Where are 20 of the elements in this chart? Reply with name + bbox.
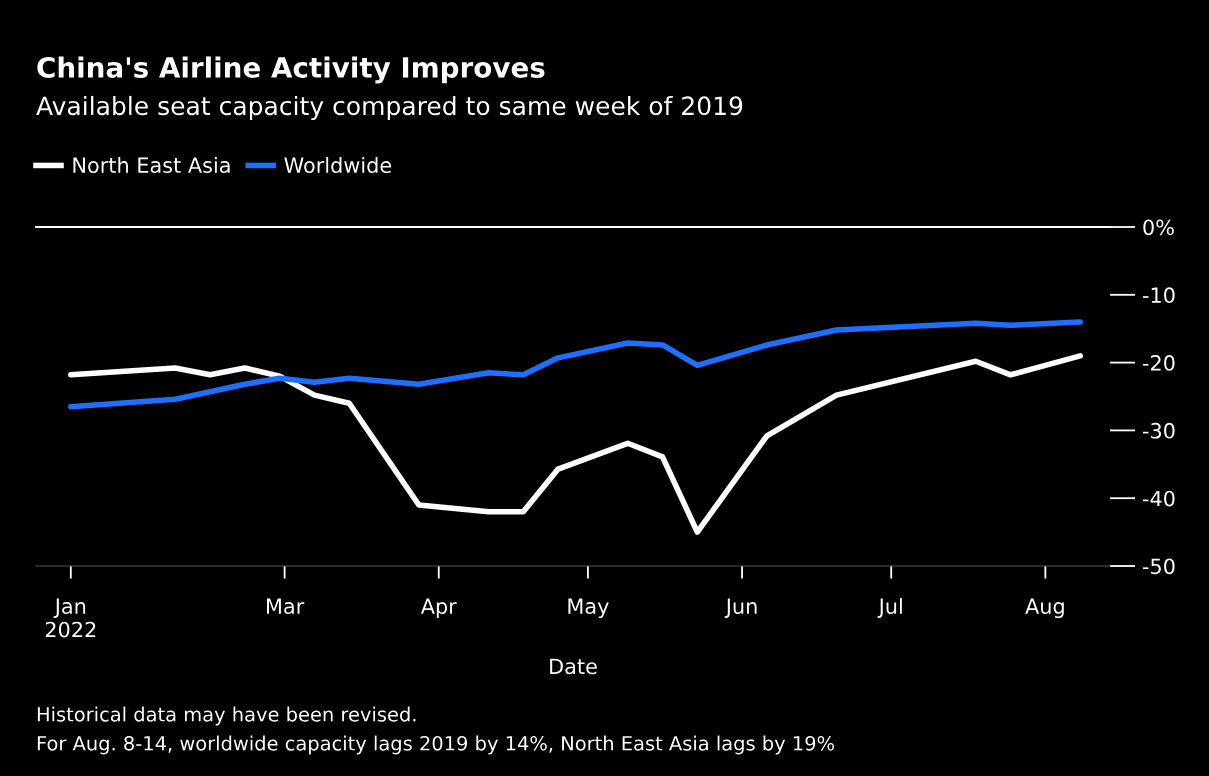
y-tick-label: -10 [1142,287,1175,304]
x-tick-label: Aug [1025,598,1064,619]
x-tick-label: Jul [877,597,902,618]
x-tick-label: May [568,598,609,619]
y-tick-label: -30 [1142,422,1175,439]
y-tick-label: -50 [1142,558,1175,575]
y-tick-label: -20 [1142,355,1175,371]
legend-label: North East Asia [73,156,230,174]
chart-title: China's Airline Activity Improves [37,56,545,84]
x-tick-label: Jun [724,598,757,618]
x-axis-title: Date [550,658,597,675]
legend-label: Worldwide [284,156,392,174]
chart-subtitle: Available seat capacity compared to same week of 2019 [36,95,743,121]
y-tick-label: 0% [1143,219,1174,236]
text: For Aug. 8-14, worldwide capacity lags 2019 by 14%, North East Asia lags by 19% [37,735,834,755]
x-tick-label: Mar [267,598,305,615]
text: Historical data may have been revised. [37,706,416,726]
y-tick-label: -40 [1142,490,1175,507]
x-tick-label: Apr [420,598,457,619]
x-tick-label: Jan 2022 [45,598,96,638]
